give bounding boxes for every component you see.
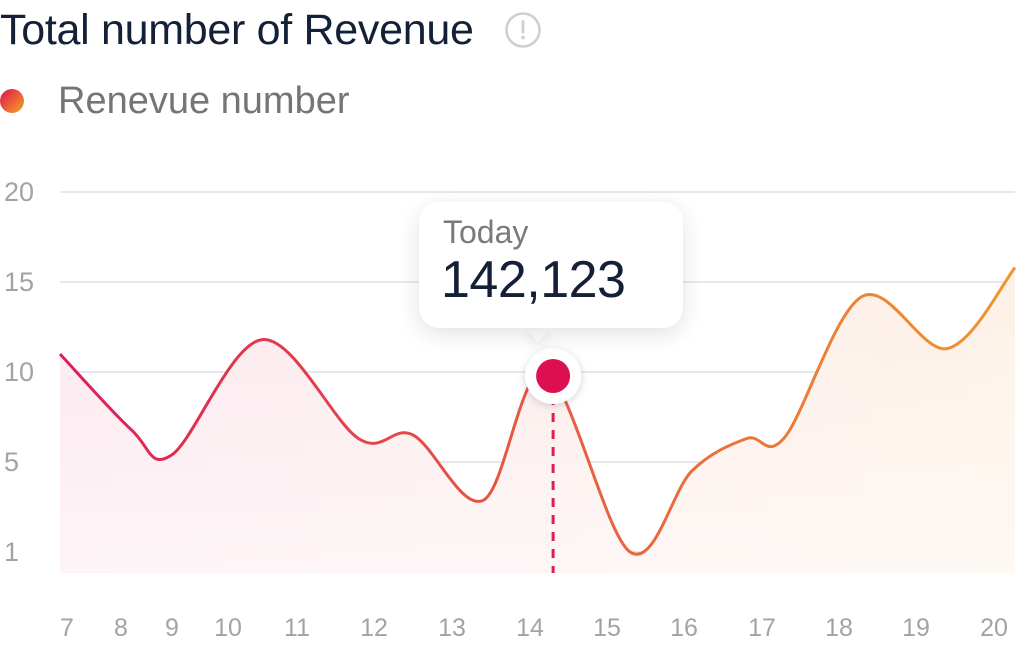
legend: Renevue number xyxy=(0,76,350,126)
x-tick-label: 11 xyxy=(284,614,310,642)
x-tick-label: 14 xyxy=(516,614,544,642)
y-tick-label: 5 xyxy=(4,447,19,477)
x-axis-ticks: 7 8 9 10 11 12 13 14 15 16 17 18 19 20 xyxy=(60,614,1008,642)
x-tick-label: 15 xyxy=(593,614,621,642)
x-tick-label: 8 xyxy=(114,614,128,642)
x-tick-label: 7 xyxy=(60,614,74,642)
tooltip: Today 142,123 xyxy=(419,202,683,328)
legend-label: Renevue number xyxy=(58,79,350,122)
x-tick-label: 13 xyxy=(438,614,466,642)
y-tick-label: 15 xyxy=(4,267,34,297)
y-tick-label: 10 xyxy=(4,357,34,387)
x-tick-label: 18 xyxy=(825,614,853,642)
tooltip-value: 142,123 xyxy=(441,251,626,309)
x-tick-label: 10 xyxy=(214,614,242,642)
x-tick-label: 12 xyxy=(360,614,388,642)
x-tick-label: 9 xyxy=(165,614,179,642)
header: Total number of Revenue xyxy=(0,4,542,56)
x-tick-label: 16 xyxy=(670,614,698,642)
chart-title: Total number of Revenue xyxy=(0,5,474,54)
y-tick-label: 20 xyxy=(4,177,34,207)
today-marker-dot[interactable] xyxy=(536,359,571,393)
x-tick-label: 17 xyxy=(748,614,776,642)
tooltip-label: Today xyxy=(443,214,529,250)
series-area-fade xyxy=(60,267,1015,573)
x-tick-label: 20 xyxy=(980,614,1008,642)
y-tick-label: 1 xyxy=(4,537,19,567)
legend-swatch xyxy=(0,89,24,113)
x-tick-label: 19 xyxy=(902,614,930,642)
info-exclamation-icon[interactable] xyxy=(504,11,542,49)
